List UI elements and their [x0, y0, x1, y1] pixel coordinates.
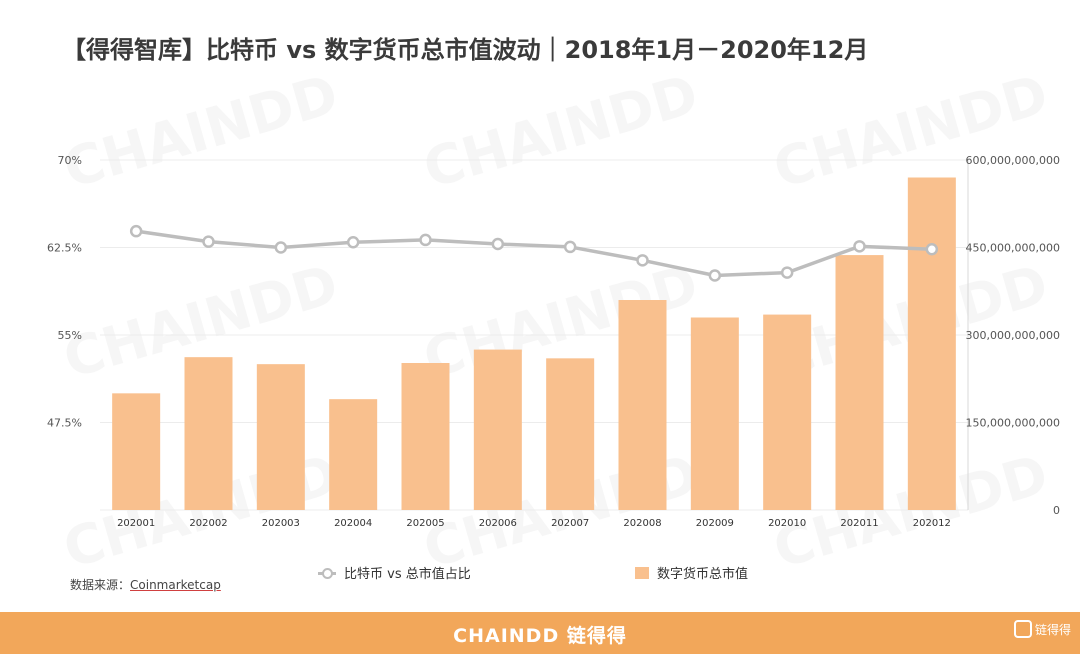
legend-line-label: 比特币 vs 总市值占比 — [344, 567, 471, 582]
right-axis-tick: 150,000,000,000 — [966, 417, 1060, 430]
left-axis-tick: 47.5% — [47, 417, 82, 430]
right-axis-tick: 600,000,000,000 — [966, 154, 1060, 167]
x-axis-tick: 202009 — [696, 518, 734, 529]
source-name[interactable]: Coinmarketcap — [130, 578, 221, 592]
line-point — [491, 237, 505, 251]
left-axis-tick: 55% — [58, 329, 82, 342]
bar — [473, 349, 522, 510]
legend-bar-swatch — [635, 566, 649, 579]
bar — [690, 317, 739, 510]
left-axis-tick: 70% — [58, 154, 82, 167]
legend-item-line[interactable]: 比特币 vs 总市值占比 — [318, 563, 471, 582]
bar — [618, 300, 667, 510]
legend-item-bar[interactable]: 数字货币总市值 — [635, 563, 748, 582]
x-axis-tick: 202004 — [334, 518, 372, 529]
x-axis-tick: 202007 — [551, 518, 589, 529]
bar — [256, 364, 305, 510]
line-point — [202, 235, 215, 248]
bar — [763, 314, 812, 510]
right-axis-tick: 450,000,000,000 — [966, 242, 1060, 255]
footer-bar: CHAINDD 链得得 链得得 — [0, 612, 1080, 654]
footer-logo: 链得得 — [1014, 620, 1071, 638]
x-axis-tick: 202005 — [406, 518, 444, 529]
line-point — [563, 240, 577, 254]
right-axis-tick: 300,000,000,000 — [966, 329, 1060, 342]
x-axis-tick: 202008 — [623, 518, 661, 529]
line-point — [346, 236, 360, 249]
chart-title: 【得得智库】比特币 vs 数字货币总市值波动｜2018年1月－2020年12月 — [62, 36, 869, 64]
line-point — [780, 266, 794, 279]
right-axis-tick: 0 — [1053, 504, 1060, 517]
logo-icon — [1014, 620, 1032, 638]
bar — [329, 399, 378, 510]
bar — [112, 393, 161, 510]
line-series — [135, 229, 932, 278]
bar — [835, 255, 884, 510]
x-axis-tick: 202002 — [189, 518, 227, 529]
legend-line-swatch — [318, 566, 336, 580]
x-axis-tick: 202011 — [840, 518, 878, 529]
source-label: 数据来源： — [70, 578, 131, 592]
line-point — [274, 241, 288, 254]
line-point — [419, 233, 432, 247]
line-point — [853, 240, 866, 253]
line-point — [708, 269, 722, 282]
footer-logo-text: 链得得 — [1035, 622, 1072, 637]
footer-brand: CHAINDD 链得得 — [453, 625, 627, 647]
x-axis-tick: 202003 — [262, 518, 300, 529]
bar — [184, 357, 233, 510]
bar — [401, 363, 450, 510]
legend-bar-label: 数字货币总市值 — [657, 567, 749, 582]
line-point — [636, 254, 649, 267]
line-point — [925, 243, 939, 256]
bar — [546, 358, 595, 510]
line-point — [129, 224, 143, 238]
x-axis-tick: 202001 — [117, 518, 155, 529]
x-axis-tick: 202012 — [913, 518, 951, 529]
data-source: 数据来源：Coinmarketcap — [70, 576, 221, 593]
bar — [907, 177, 956, 510]
left-axis-tick: 62.5% — [47, 242, 82, 255]
x-axis-tick: 202010 — [768, 518, 806, 529]
x-axis-tick: 202006 — [479, 518, 517, 529]
